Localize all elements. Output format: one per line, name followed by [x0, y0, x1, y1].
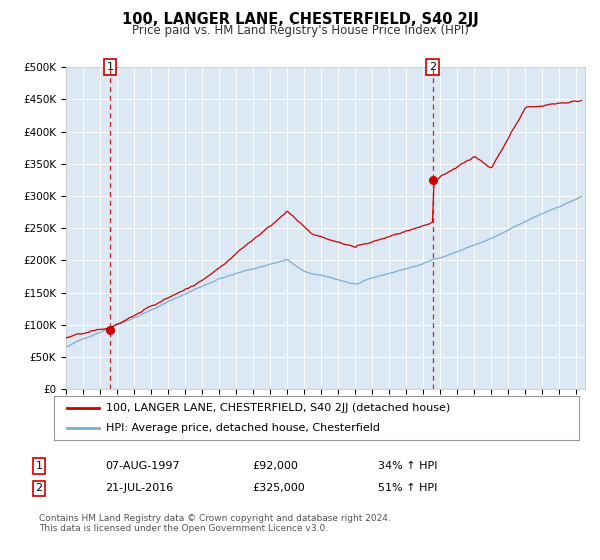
Text: 07-AUG-1997: 07-AUG-1997 — [105, 461, 179, 471]
Text: Contains HM Land Registry data © Crown copyright and database right 2024.
This d: Contains HM Land Registry data © Crown c… — [39, 514, 391, 534]
Text: 1: 1 — [35, 461, 43, 471]
Text: 2: 2 — [35, 483, 43, 493]
Text: 1: 1 — [107, 62, 113, 72]
Text: 21-JUL-2016: 21-JUL-2016 — [105, 483, 173, 493]
Text: £92,000: £92,000 — [252, 461, 298, 471]
Text: 34% ↑ HPI: 34% ↑ HPI — [378, 461, 437, 471]
Text: 2: 2 — [429, 62, 436, 72]
Text: 51% ↑ HPI: 51% ↑ HPI — [378, 483, 437, 493]
Text: £325,000: £325,000 — [252, 483, 305, 493]
Text: HPI: Average price, detached house, Chesterfield: HPI: Average price, detached house, Ches… — [107, 423, 380, 433]
Text: 100, LANGER LANE, CHESTERFIELD, S40 2JJ (detached house): 100, LANGER LANE, CHESTERFIELD, S40 2JJ … — [107, 403, 451, 413]
Text: 100, LANGER LANE, CHESTERFIELD, S40 2JJ: 100, LANGER LANE, CHESTERFIELD, S40 2JJ — [122, 12, 478, 27]
Text: Price paid vs. HM Land Registry's House Price Index (HPI): Price paid vs. HM Land Registry's House … — [131, 24, 469, 36]
